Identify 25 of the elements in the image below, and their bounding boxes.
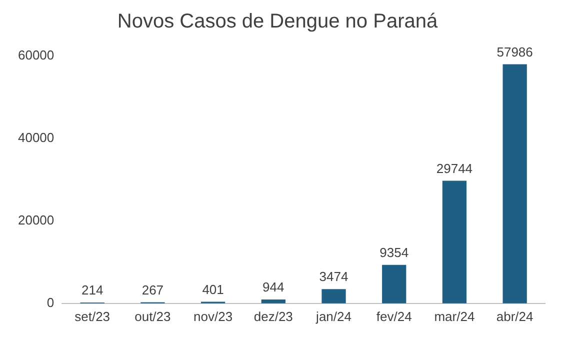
bar — [322, 289, 346, 304]
y-tick-label: 40000 — [18, 130, 54, 146]
data-label: 401 — [202, 282, 224, 297]
y-tick-label: 0 — [46, 294, 54, 310]
x-tick-label: nov/23 — [194, 308, 233, 324]
data-label: 944 — [262, 280, 284, 295]
data-label: 29744 — [436, 160, 473, 176]
y-tick-label: 60000 — [18, 48, 54, 63]
x-tick-label: abr/24 — [496, 308, 534, 324]
bar — [502, 64, 527, 304]
data-label: 267 — [142, 282, 164, 298]
data-label: 3474 — [319, 269, 348, 284]
x-tick-label: fev/24 — [376, 308, 412, 324]
data-label: 9354 — [380, 244, 409, 260]
x-tick-label: set/23 — [74, 308, 110, 324]
bar — [442, 180, 467, 304]
x-tick-label: out/23 — [134, 308, 171, 324]
x-tick-label: dez/23 — [254, 308, 293, 324]
x-tick-label: mar/24 — [434, 308, 475, 324]
data-label: 214 — [81, 282, 104, 298]
x-tick-label: jan/24 — [315, 308, 352, 324]
data-label: 57986 — [496, 44, 533, 60]
bar — [382, 264, 406, 304]
y-tick-label: 20000 — [18, 212, 54, 228]
chart-title: Novos Casos de Dengue no Paraná — [117, 10, 438, 33]
